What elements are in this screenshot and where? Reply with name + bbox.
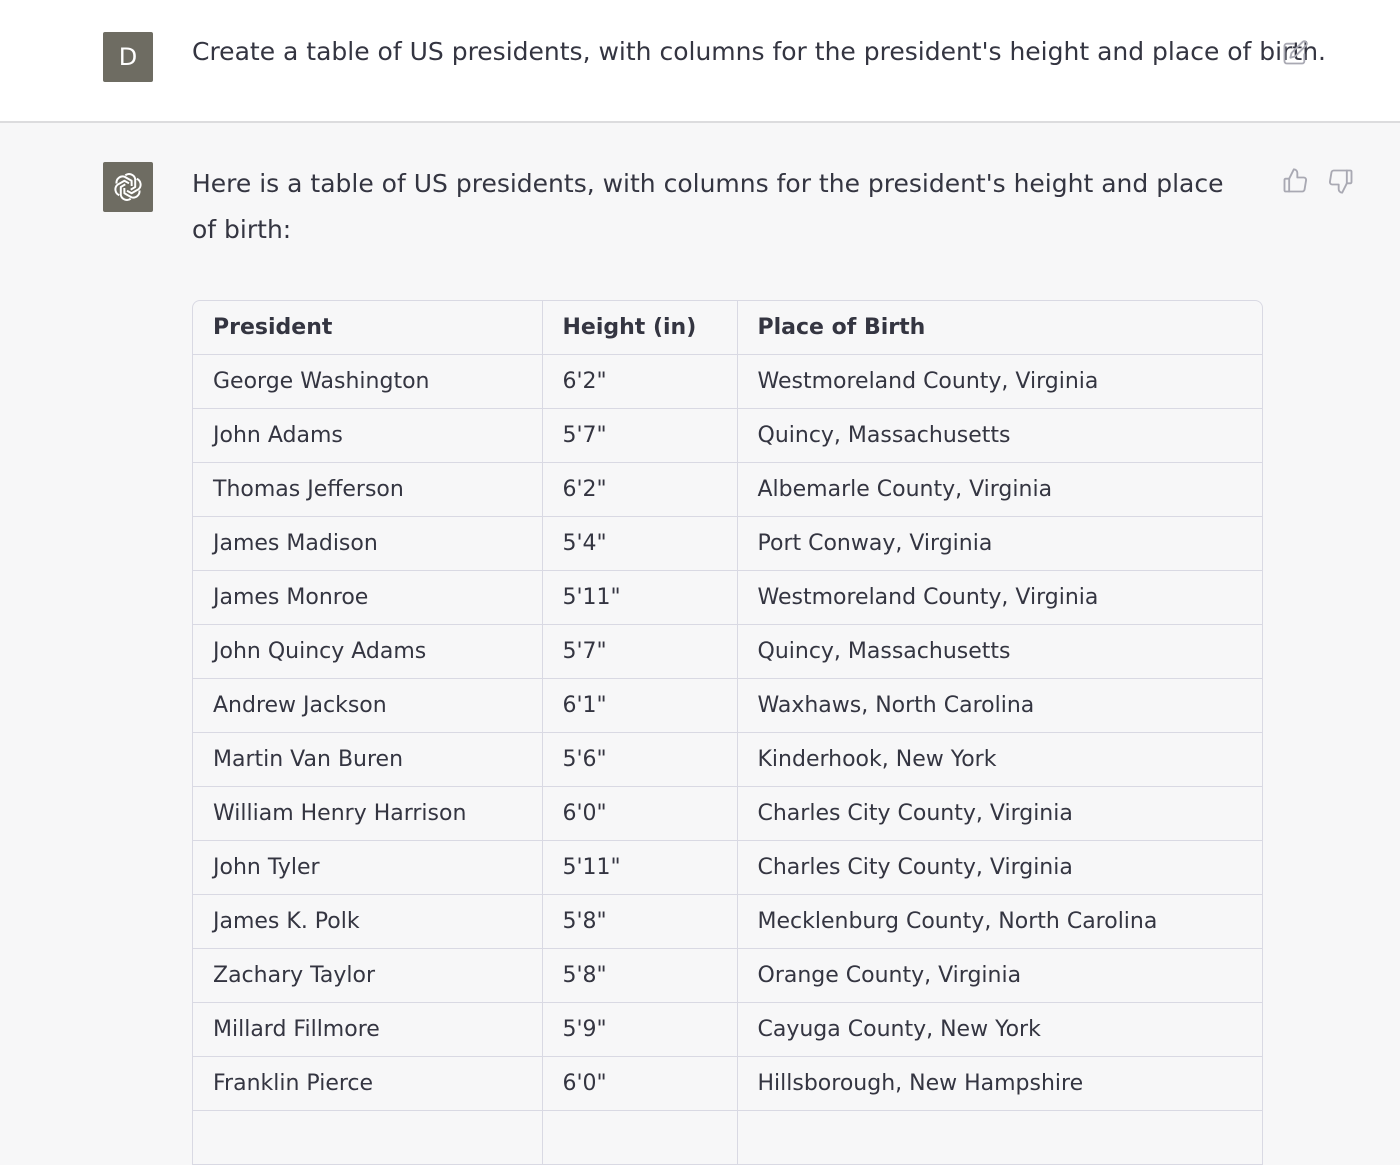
cell-place-of-birth: Charles City County, Virginia (737, 840, 1262, 895)
cell-height: 5'11" (542, 570, 738, 625)
cell-president: Thomas Jefferson (193, 462, 543, 517)
assistant-intro-text: Here is a table of US presidents, with c… (192, 169, 1224, 244)
table-row: John Adams 5'7" Quincy, Massachusetts (193, 408, 1262, 463)
user-avatar: D (103, 32, 153, 82)
table-row: James Monroe 5'11" Westmoreland County, Vi… (193, 570, 1262, 625)
cell-president: John Quincy Adams (193, 624, 543, 679)
cell-place-of-birth: Charles City County, Virginia (737, 786, 1262, 841)
table-row (193, 1110, 1262, 1165)
cell-height: 6'2" (542, 462, 738, 517)
cell-president (193, 1110, 543, 1165)
cell-place-of-birth: Cayuga County, New York (737, 1002, 1262, 1057)
table-row: John Tyler 5'11" Charles City County, Virg… (193, 840, 1262, 895)
table-header-row: President Height (in) Place of Birth (193, 301, 1262, 355)
cell-place-of-birth: Quincy, Massachusetts (737, 624, 1262, 679)
cell-president: John Tyler (193, 840, 543, 895)
cell-place-of-birth: Westmoreland County, Virginia (737, 354, 1262, 409)
cell-place-of-birth: Quincy, Massachusetts (737, 408, 1262, 463)
cell-place-of-birth: Kinderhook, New York (737, 732, 1262, 787)
cell-height: 5'8" (542, 948, 738, 1003)
cell-place-of-birth (737, 1110, 1262, 1165)
cell-height: 5'4" (542, 516, 738, 571)
cell-president: William Henry Harrison (193, 786, 543, 841)
cell-president: James K. Polk (193, 894, 543, 949)
table-row: John Quincy Adams 5'7" Quincy, Massachuset… (193, 624, 1262, 679)
cell-place-of-birth: Orange County, Virginia (737, 948, 1262, 1003)
edit-icon[interactable] (1281, 39, 1309, 67)
cell-president: Zachary Taylor (193, 948, 543, 1003)
user-message-block: D Create a table of US presidents, with … (0, 0, 1400, 123)
table-row: James K. Polk 5'8" Mecklenburg County, Nor… (193, 894, 1262, 949)
cell-height: 5'7" (542, 408, 738, 463)
cell-height: 5'6" (542, 732, 738, 787)
table-row: Andrew Jackson 6'1" Waxhaws, North Carolin… (193, 678, 1262, 733)
cell-president: Franklin Pierce (193, 1056, 543, 1111)
column-header-president: President (193, 301, 543, 355)
cell-height: 5'11" (542, 840, 738, 895)
thumbs-down-icon[interactable] (1327, 167, 1355, 195)
assistant-avatar (103, 162, 153, 212)
table-row: Martin Van Buren 5'6" Kinderhook, New York (193, 732, 1262, 787)
column-header-height: Height (in) (542, 301, 738, 355)
cell-height: 6'0" (542, 1056, 738, 1111)
cell-president: Martin Van Buren (193, 732, 543, 787)
cell-place-of-birth: Port Conway, Virginia (737, 516, 1262, 571)
table-row: James Madison 5'4" Port Conway, Virginia (193, 516, 1262, 571)
cell-height: 6'1" (542, 678, 738, 733)
cell-president: James Madison (193, 516, 543, 571)
user-message-text: Create a table of US presidents, with co… (192, 37, 1326, 66)
openai-logo-icon (110, 169, 146, 205)
cell-place-of-birth: Albemarle County, Virginia (737, 462, 1262, 517)
cell-height: 5'9" (542, 1002, 738, 1057)
table-row: William Henry Harrison 6'0" Charles City C… (193, 786, 1262, 841)
cell-president: Millard Fillmore (193, 1002, 543, 1057)
table-row: Thomas Jefferson 6'2" Albemarle County, Vi… (193, 462, 1262, 517)
cell-height: 5'7" (542, 624, 738, 679)
column-header-place-of-birth: Place of Birth (737, 301, 1262, 355)
cell-president: George Washington (193, 354, 543, 409)
table-row: Zachary Taylor 5'8" Orange County, Virgini… (193, 948, 1262, 1003)
presidents-table: President Height (in) Place of Birth Geo… (192, 300, 1263, 1165)
cell-place-of-birth: Hillsborough, New Hampshire (737, 1056, 1262, 1111)
thumbs-up-icon[interactable] (1281, 167, 1309, 195)
cell-place-of-birth: Mecklenburg County, North Carolina (737, 894, 1262, 949)
cell-height: 5'8" (542, 894, 738, 949)
cell-president: John Adams (193, 408, 543, 463)
table-row: Franklin Pierce 6'0" Hillsborough, New Ham… (193, 1056, 1262, 1111)
cell-height: 6'0" (542, 786, 738, 841)
cell-place-of-birth: Westmoreland County, Virginia (737, 570, 1262, 625)
cell-president: James Monroe (193, 570, 543, 625)
cell-place-of-birth: Waxhaws, North Carolina (737, 678, 1262, 733)
table-row: George Washington 6'2" Westmoreland County… (193, 354, 1262, 409)
cell-president: Andrew Jackson (193, 678, 543, 733)
table-row: Millard Fillmore 5'9" Cayuga County, New Y… (193, 1002, 1262, 1057)
cell-height: 6'2" (542, 354, 738, 409)
cell-height (542, 1110, 738, 1165)
assistant-message-block: Here is a table of US presidents, with c… (0, 123, 1400, 1165)
